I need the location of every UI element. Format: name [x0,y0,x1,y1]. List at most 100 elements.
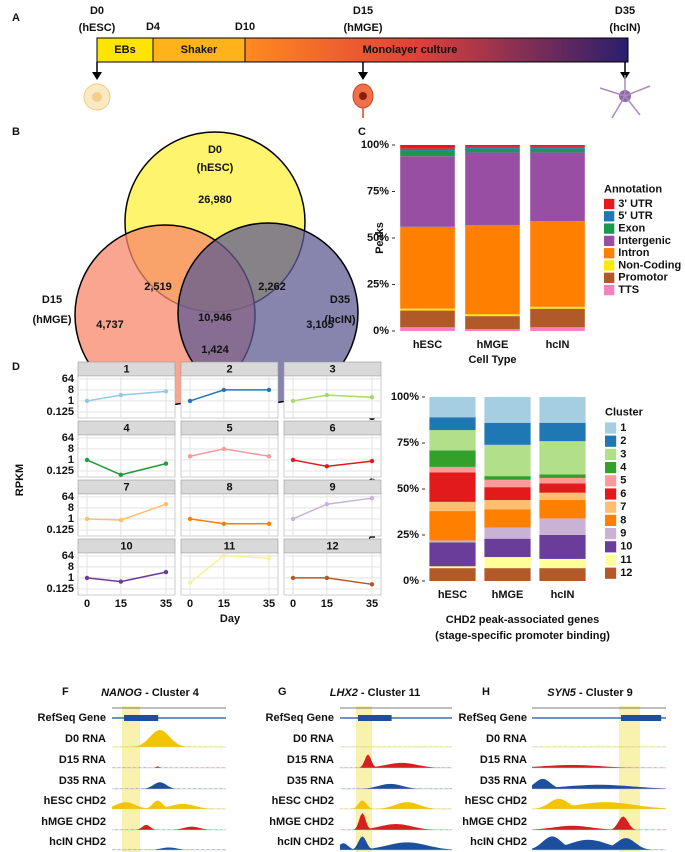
track-name: hESC CHD2 [44,795,106,807]
signal [112,847,226,850]
track-name: D35 RNA [59,775,106,787]
legend-swatch [604,248,615,259]
y-tick-label: 1 [68,513,74,525]
bar-segment [539,535,586,559]
x-tick-label: 0 [290,598,296,610]
point [369,495,375,501]
venn-set-sub: (hcIN) [324,314,356,326]
y-tick-label: 1 [68,395,74,407]
legend-label: Intron [618,247,649,259]
legend-label: 2 [620,435,626,447]
bar-segment [484,476,531,480]
facet-title: 8 [226,481,232,493]
point [324,575,330,581]
legend-label: 9 [620,528,626,540]
x-axis-label: (stage-specific promoter binding) [435,630,610,642]
neuron-process [624,95,641,116]
gene-name: NANOG [101,687,142,699]
point [324,502,330,507]
x-tick-label: 0 [84,598,90,610]
arrow-head [92,72,102,80]
x-axis-label: CHD2 peak-associated genes [446,614,599,626]
track-name: D15 RNA [287,754,334,766]
venn-set-name: D15 [42,294,62,306]
y-tick-label: 64 [62,432,75,444]
point [324,464,330,469]
legend-label: Intergenic [618,235,671,247]
track-title: NANOG - Cluster 4 [101,687,200,699]
bar-segment [539,483,586,493]
facet-panel [283,434,382,478]
x-tick-label: hESC [438,589,467,601]
signal [532,836,666,850]
timeline-segment: Monolayer culture [363,44,458,56]
y-tick-label: 100% [391,391,419,403]
track-name: RefSeq Gene [459,712,527,724]
track-name: D15 RNA [480,754,527,766]
bar-segment [484,500,531,510]
cluster-name: - Cluster 4 [142,687,200,699]
bar-segment [400,156,455,227]
legend-label: 4 [620,462,627,474]
y-tick-label: 64 [62,550,75,562]
point [187,516,193,522]
bar-segment [539,474,586,478]
track-name: D0 RNA [293,733,334,745]
track-title: LHX2 - Cluster 11 [330,687,420,699]
bar-segment [484,444,531,477]
bar-segment [530,148,585,153]
gene-name: LHX2 [330,687,358,699]
venn-set-name: D0 [208,144,222,156]
bar-segment [465,314,520,317]
bar-segment [484,487,531,501]
bar-segment [429,472,476,502]
bar-segment [400,310,455,328]
gene-exon [358,715,392,721]
bar-segment [400,148,455,151]
legend-label: 12 [620,567,632,579]
panel-label: C [358,126,366,138]
facet-panel [180,375,279,419]
facet-panel [283,493,382,537]
legend-label: Exon [618,223,645,235]
legend-swatch [605,567,617,579]
legend-swatch [605,488,617,500]
legend-swatch [605,501,617,513]
point [84,516,90,522]
venn-count: 4,737 [96,319,124,331]
timeline-cell: (hMGE) [343,22,382,34]
track-name: D0 RNA [486,733,527,745]
facet-panel [180,493,279,537]
y-tick-label: 1 [68,572,74,584]
facet-panel [180,552,279,596]
y-tick-label: 0% [403,575,419,587]
facet-panel [180,434,279,478]
bar-segment [484,527,531,539]
timeline-day: D10 [235,21,255,33]
facet-panel [283,552,382,596]
timeline-cell: (hESC) [79,22,116,34]
legend-swatch [604,284,615,296]
legend-label: Non-Coding [618,259,681,271]
x-tick-label: 35 [160,598,172,610]
legend-swatch [605,448,617,460]
bar-segment [530,152,585,222]
point [266,454,272,459]
bar-segment [429,566,476,569]
point [369,458,375,464]
point [290,516,296,522]
facet-panel [77,375,176,419]
bar-segment [539,568,586,581]
track-name: D35 RNA [480,775,527,787]
timeline-day: D35 [615,5,635,17]
bar-segment [484,422,531,445]
point [187,398,193,404]
bar-segment [400,327,455,331]
x-tick-label: 0 [187,598,193,610]
point [324,392,330,398]
legend-swatch [605,541,617,553]
signal [532,816,666,830]
point [369,395,375,400]
facet-title: 1 [123,363,129,375]
